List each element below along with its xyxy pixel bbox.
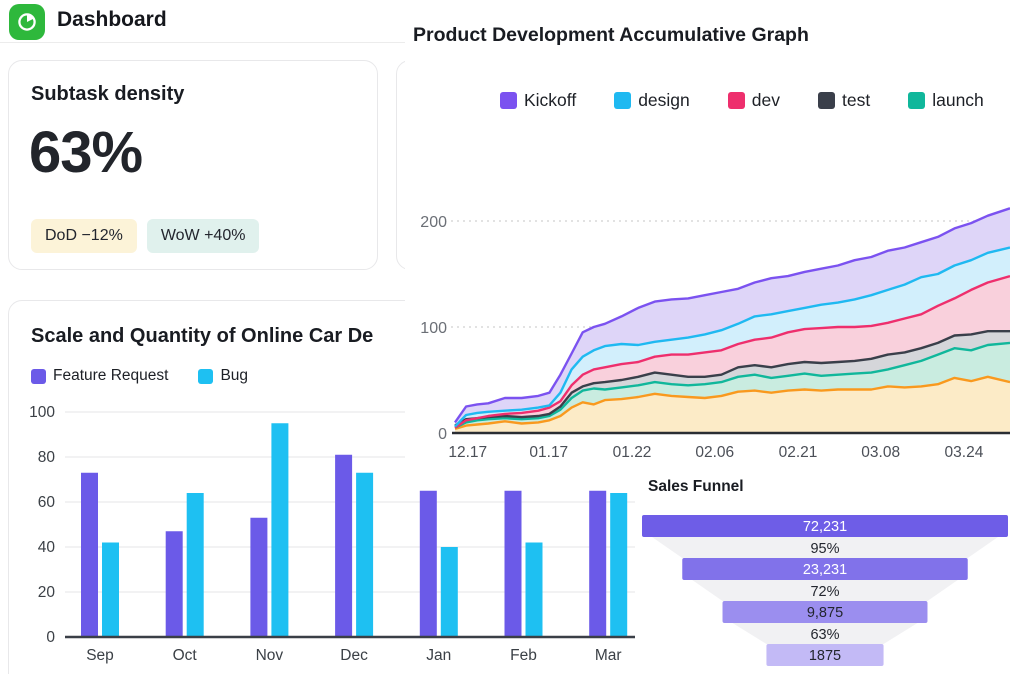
legend-item[interactable]: design bbox=[614, 90, 690, 111]
legend-item[interactable]: dev bbox=[727, 90, 780, 111]
funnel-stage-value: 72,231 bbox=[803, 519, 847, 535]
bar-y-tick: 0 bbox=[46, 629, 55, 646]
bar-Jan[interactable] bbox=[440, 547, 458, 637]
bar-Mar[interactable] bbox=[610, 493, 628, 637]
area-x-tick: 03.24 bbox=[945, 444, 984, 461]
pie-clock-glyph bbox=[18, 13, 36, 31]
funnel-stage-value: 1875 bbox=[809, 648, 841, 664]
legend-item[interactable]: test bbox=[818, 90, 870, 111]
subtask-card-title: Subtask density bbox=[31, 83, 185, 105]
bar-y-tick: 40 bbox=[38, 539, 56, 556]
legend-item[interactable]: launch bbox=[908, 90, 984, 111]
area-y-tick: 0 bbox=[438, 426, 447, 443]
bar-y-tick: 80 bbox=[38, 449, 56, 466]
legend-swatch bbox=[818, 92, 835, 109]
bar-x-tick: Nov bbox=[256, 647, 284, 664]
area-x-tick: 03.08 bbox=[861, 444, 900, 461]
funnel-title: Sales Funnel bbox=[648, 478, 744, 495]
badge-row: DoD −12% WoW +40% bbox=[31, 219, 260, 253]
legend-swatch bbox=[614, 92, 632, 109]
legend-swatch bbox=[908, 92, 926, 109]
bar-Mar[interactable] bbox=[589, 490, 607, 637]
product-development-card: Product Development Accumulative Graph K… bbox=[405, 0, 1010, 470]
subtask-density-card: Subtask density 63% DoD −12% WoW +40% bbox=[8, 60, 378, 270]
bar-Jan[interactable] bbox=[419, 490, 437, 637]
funnel-stage-value: 9,875 bbox=[807, 605, 843, 621]
bar-Oct[interactable] bbox=[165, 531, 183, 637]
legend-swatch bbox=[31, 368, 46, 384]
area-chart-legend: Kickoff design dev test launch bbox=[500, 90, 1010, 111]
bar-x-tick: Feb bbox=[510, 647, 537, 664]
funnel-stage-value: 23,231 bbox=[803, 562, 847, 578]
legend-item[interactable]: Bug bbox=[198, 367, 248, 385]
area-x-tick: 12.17 bbox=[448, 444, 487, 461]
area-x-tick: 02.21 bbox=[779, 444, 818, 461]
bar-x-tick: Oct bbox=[173, 647, 198, 664]
legend-swatch bbox=[500, 92, 517, 109]
bar-chart-title: Scale and Quantity of Online Car De bbox=[31, 325, 374, 347]
funnel-stage[interactable] bbox=[766, 644, 884, 666]
area-x-tick: 02.06 bbox=[695, 444, 734, 461]
bar-chart-legend: Feature Request Bug bbox=[31, 367, 248, 385]
area-x-tick: 01.17 bbox=[529, 444, 568, 461]
bar-Dec[interactable] bbox=[356, 472, 374, 637]
bar-chart[interactable]: 0 20 40 60 80 100 Sep Oct Nov Dec Jan Feb Mar bbox=[0, 390, 648, 674]
bar-y-tick: 60 bbox=[38, 494, 56, 511]
bar-Oct[interactable] bbox=[186, 493, 204, 637]
legend-item[interactable]: Kickoff bbox=[500, 90, 576, 111]
bar-x-tick: Dec bbox=[340, 647, 368, 664]
legend-label: launch bbox=[932, 90, 984, 110]
bar-y-tick: 20 bbox=[38, 584, 56, 601]
bar-y-tick: 100 bbox=[29, 404, 55, 421]
area-y-tick: 100 bbox=[420, 320, 447, 337]
wow-badge: WoW +40% bbox=[146, 219, 260, 253]
legend-label: design bbox=[638, 90, 690, 110]
bar-Feb[interactable] bbox=[525, 542, 543, 638]
funnel-stage[interactable] bbox=[722, 601, 928, 623]
bar-Sep[interactable] bbox=[81, 472, 98, 637]
bar-Dec[interactable] bbox=[335, 454, 353, 637]
page-title: Dashboard bbox=[57, 8, 167, 31]
bar-Nov[interactable] bbox=[271, 423, 289, 637]
subtask-density-value: 63% bbox=[29, 120, 143, 185]
dod-badge: DoD −12% bbox=[31, 219, 137, 253]
funnel-stage[interactable] bbox=[642, 515, 1008, 537]
bar-x-tick: Sep bbox=[86, 647, 114, 664]
area-y-tick: 200 bbox=[420, 214, 447, 231]
area-x-tick: 01.22 bbox=[613, 444, 652, 461]
funnel-chart[interactable]: 95% 72% 63% 72,231 23,231 9,875 1875 bbox=[638, 470, 1010, 674]
legend-swatch bbox=[727, 92, 745, 109]
legend-label: Bug bbox=[220, 367, 249, 384]
legend-label: Feature Request bbox=[53, 367, 169, 384]
funnel-stage[interactable] bbox=[682, 558, 968, 580]
funnel-rate: 72% bbox=[810, 584, 839, 600]
bar-x-tick: Jan bbox=[426, 647, 451, 664]
area-chart-title: Product Development Accumulative Graph bbox=[413, 24, 809, 46]
bar-Feb[interactable] bbox=[504, 490, 522, 637]
pie-clock-icon[interactable] bbox=[9, 4, 45, 40]
area-chart[interactable]: 0 100 200 12.17 01.17 01.22 02.06 02.21 03.08 03.… bbox=[405, 130, 1010, 470]
legend-item[interactable]: Feature Request bbox=[31, 367, 168, 385]
legend-swatch bbox=[198, 368, 214, 384]
bar-x-tick: Mar bbox=[595, 647, 622, 664]
bar-Sep[interactable] bbox=[102, 542, 119, 638]
sales-funnel-card: 95% 72% 63% 72,231 23,231 9,875 1875 Sales Fun… bbox=[638, 470, 1010, 674]
funnel-rate: 63% bbox=[810, 627, 839, 643]
legend-label: Kickoff bbox=[524, 90, 577, 110]
legend-label: dev bbox=[751, 90, 780, 110]
funnel-rate: 95% bbox=[810, 541, 839, 557]
bar-Nov[interactable] bbox=[250, 517, 268, 637]
legend-label: test bbox=[842, 90, 871, 110]
